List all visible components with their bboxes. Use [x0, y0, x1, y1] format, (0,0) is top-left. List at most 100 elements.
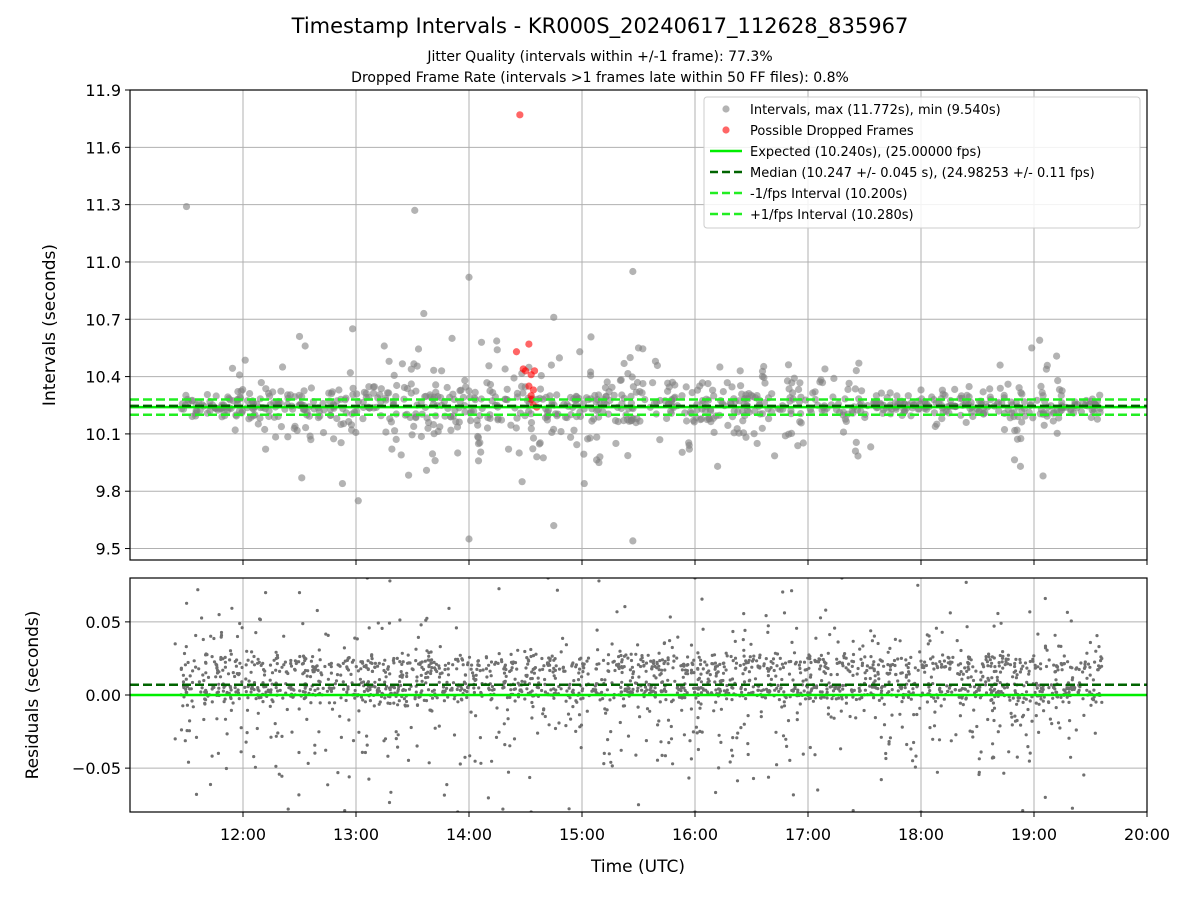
- residual-point: [536, 676, 540, 680]
- residual-point: [410, 667, 414, 671]
- residual-point: [1068, 719, 1072, 723]
- residual-point: [940, 630, 944, 634]
- residual-point: [268, 663, 273, 667]
- interval-point: [493, 346, 501, 354]
- residual-point: [984, 657, 988, 662]
- residual-point: [1065, 695, 1069, 699]
- residual-point: [744, 697, 748, 701]
- residual-point: [725, 683, 729, 688]
- interval-point: [1018, 418, 1026, 426]
- residual-point: [270, 671, 275, 675]
- interval-point: [739, 407, 747, 415]
- residual-point: [1061, 700, 1065, 704]
- residual-point: [651, 689, 656, 693]
- residual-point: [548, 668, 552, 673]
- residual-point: [906, 666, 910, 670]
- residual-point: [329, 671, 333, 675]
- residual-point: [552, 687, 556, 691]
- residual-point: [751, 776, 756, 781]
- residual-point: [796, 690, 800, 694]
- residual-point: [622, 654, 627, 658]
- residual-point: [958, 701, 963, 705]
- residual-point: [214, 675, 218, 679]
- interval-point: [851, 385, 860, 393]
- residual-point: [559, 650, 563, 654]
- residual-point: [894, 672, 898, 677]
- residual-point: [531, 667, 535, 672]
- residual-point: [912, 713, 916, 717]
- top-ytick-label: 9.5: [96, 540, 121, 559]
- residual-point: [801, 752, 805, 756]
- top-ytick-label: 11.3: [85, 196, 121, 215]
- residual-point: [301, 672, 305, 676]
- residual-point: [419, 691, 423, 695]
- residual-point: [802, 660, 807, 664]
- residual-point: [397, 699, 401, 703]
- residual-point: [850, 690, 854, 694]
- interval-point: [474, 440, 483, 448]
- interval-point: [570, 426, 578, 434]
- interval-point: [682, 383, 690, 391]
- residual-point: [696, 747, 701, 752]
- interval-point: [228, 364, 237, 372]
- interval-point: [996, 384, 1004, 392]
- residual-point: [529, 654, 533, 659]
- residual-point: [819, 664, 823, 668]
- dropped-frame-point: [529, 386, 538, 394]
- interval-point: [664, 387, 672, 395]
- residual-point: [641, 659, 645, 664]
- residual-point: [373, 680, 377, 684]
- interval-point: [719, 388, 727, 396]
- interval-point: [359, 415, 367, 423]
- residual-point: [494, 735, 499, 740]
- interval-point: [327, 390, 336, 398]
- residual-point: [686, 672, 690, 676]
- residual-point: [748, 655, 752, 659]
- residual-point: [979, 750, 983, 754]
- residual-point: [606, 738, 610, 742]
- residual-point: [473, 759, 477, 763]
- residual-point: [1015, 718, 1019, 723]
- residual-point: [435, 696, 439, 700]
- residual-point: [303, 658, 307, 663]
- residual-point: [377, 686, 381, 690]
- residual-point: [829, 673, 833, 677]
- residual-point: [743, 628, 747, 633]
- residual-point: [1013, 714, 1017, 718]
- residual-point: [620, 680, 624, 684]
- interval-point: [811, 395, 820, 404]
- residual-point: [937, 738, 942, 742]
- dropped-frame-point: [527, 395, 535, 404]
- residual-point: [297, 707, 301, 711]
- residual-point: [1088, 673, 1092, 677]
- residual-point: [543, 682, 547, 687]
- bottom-xtick-label: 12:00: [220, 825, 266, 844]
- residual-point: [530, 700, 534, 705]
- residual-point: [939, 665, 944, 669]
- residual-point: [989, 698, 993, 703]
- residual-point: [671, 698, 675, 702]
- interval-point: [612, 439, 620, 448]
- interval-point: [995, 407, 1003, 415]
- residual-point: [358, 677, 362, 681]
- residual-point: [356, 669, 360, 673]
- interval-point: [593, 407, 601, 415]
- residual-point: [609, 730, 613, 734]
- interval-point: [1016, 462, 1025, 470]
- residual-point: [857, 689, 862, 694]
- residual-point: [548, 663, 552, 667]
- interval-point: [610, 391, 618, 399]
- residual-point: [468, 754, 472, 758]
- residual-point: [346, 668, 351, 672]
- interval-point: [546, 392, 554, 400]
- residual-point: [334, 679, 339, 683]
- residual-point: [689, 671, 694, 675]
- interval-point: [893, 392, 901, 400]
- residual-point: [275, 653, 279, 658]
- residual-point: [311, 655, 315, 659]
- residual-point: [713, 661, 718, 665]
- residual-point: [571, 661, 575, 665]
- residual-point: [918, 706, 922, 710]
- residual-point: [378, 700, 382, 704]
- residual-point: [877, 677, 881, 681]
